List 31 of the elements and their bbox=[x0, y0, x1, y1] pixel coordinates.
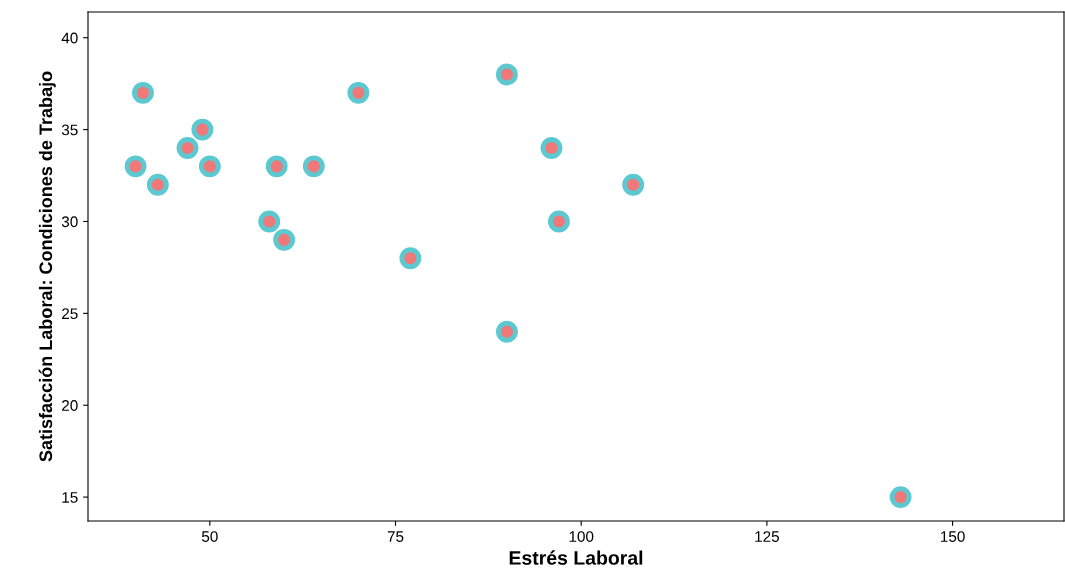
point bbox=[495, 320, 518, 343]
y-tick-label: 35 bbox=[61, 124, 78, 136]
y-tick-label: 40 bbox=[61, 32, 78, 44]
y-tick-label: 20 bbox=[62, 400, 78, 411]
point bbox=[176, 137, 199, 159]
point bbox=[258, 210, 281, 233]
point bbox=[273, 228, 296, 251]
y-tick-label: 25 bbox=[62, 308, 78, 320]
point bbox=[347, 81, 370, 104]
x-tick-label: 150 bbox=[941, 531, 965, 542]
point bbox=[146, 173, 169, 196]
point bbox=[540, 137, 563, 159]
point bbox=[124, 155, 147, 178]
x-tick-label: 50 bbox=[201, 531, 218, 542]
y-tick-label: 30 bbox=[61, 216, 78, 228]
point bbox=[495, 63, 518, 86]
y-tick-label: 15 bbox=[62, 492, 78, 503]
x-tick-label: 75 bbox=[387, 531, 404, 542]
point bbox=[198, 155, 221, 178]
point bbox=[622, 173, 645, 196]
point bbox=[547, 210, 570, 233]
x-tick-label: 125 bbox=[755, 531, 779, 542]
x-axis-title: Estrés Laboral bbox=[509, 550, 643, 565]
point bbox=[191, 118, 214, 141]
point bbox=[399, 247, 422, 270]
y-axis-title: Satisfacción Laboral: Condiciones de Trabajo bbox=[38, 71, 56, 462]
x-tick-label: 100 bbox=[569, 531, 594, 542]
point bbox=[302, 155, 325, 178]
point bbox=[265, 155, 288, 178]
point bbox=[132, 81, 154, 104]
point bbox=[889, 486, 912, 509]
